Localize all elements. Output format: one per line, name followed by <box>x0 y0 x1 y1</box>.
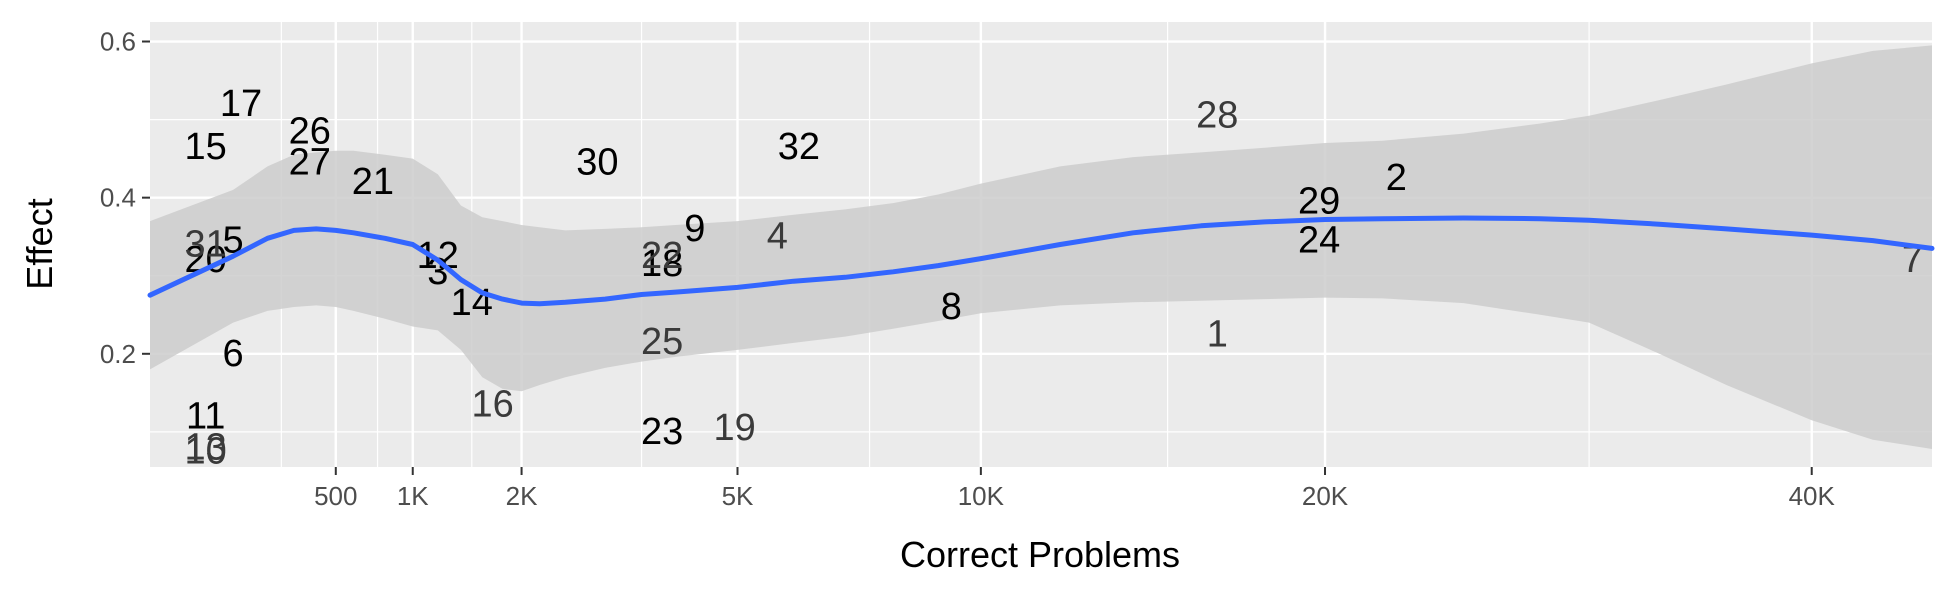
x-axis-title: Correct Problems <box>900 534 1180 575</box>
smooth-line <box>147 215 1935 307</box>
point-label: 21 <box>352 161 394 203</box>
point-label: 15 <box>185 126 227 168</box>
point-label: 2 <box>1386 157 1407 199</box>
point-label: 25 <box>641 321 683 363</box>
y-axis-ticks: 0.2 0.4 0.6 <box>100 27 150 369</box>
point-label: 13 <box>185 427 227 469</box>
point-label: 18 <box>641 243 683 285</box>
point-label: 30 <box>576 142 618 184</box>
point-label: 19 <box>713 407 755 449</box>
point-label: 1 <box>1207 313 1228 355</box>
point-label: 8 <box>941 286 962 328</box>
x-tick-label: 2K <box>506 481 538 511</box>
x-tick-label: 1K <box>397 481 429 511</box>
point-label: 22 <box>641 235 683 277</box>
point-label: 11 <box>186 395 225 437</box>
point-label: 23 <box>641 411 683 453</box>
y-tick-label: 0.4 <box>100 183 136 213</box>
point-label: 16 <box>471 384 513 426</box>
x-tick-label: 20K <box>1302 481 1349 511</box>
point-label: 4 <box>767 216 788 258</box>
point-label: 27 <box>289 142 331 184</box>
x-tick-label: 500 <box>314 481 357 511</box>
x-tick-label: 5K <box>722 481 754 511</box>
y-tick-label: 0.2 <box>100 339 136 369</box>
point-label: 24 <box>1298 220 1340 262</box>
point-label: 28 <box>1196 95 1238 137</box>
point-label: 29 <box>1298 181 1340 223</box>
point-label: 6 <box>223 333 244 375</box>
point-label: 10 <box>185 430 227 472</box>
x-tick-label: 10K <box>958 481 1005 511</box>
x-tick-label: 40K <box>1789 481 1836 511</box>
point-labels: 1234567891011121314151617181920212223242… <box>185 83 1924 472</box>
y-tick-label: 0.6 <box>100 27 136 57</box>
x-axis-ticks: 500 1K 2K 5K 10K 20K 40K <box>314 467 1836 511</box>
point-label: 31 <box>185 224 227 266</box>
y-axis-title: Effect <box>19 198 60 289</box>
point-label: 9 <box>684 208 705 250</box>
point-label: 17 <box>220 83 262 125</box>
point-label: 26 <box>289 110 331 152</box>
point-label: 32 <box>778 126 820 168</box>
point-label: 7 <box>1902 239 1923 281</box>
